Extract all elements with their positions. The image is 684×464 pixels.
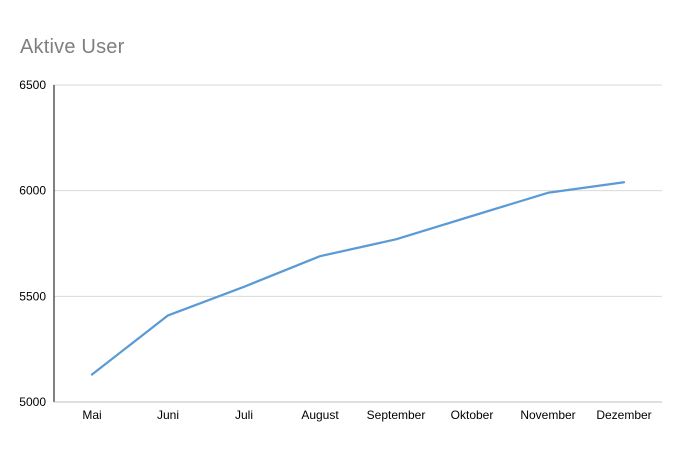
x-tick-label: November xyxy=(520,408,575,422)
y-tick-label: 6500 xyxy=(19,78,46,92)
x-tick-label: Juli xyxy=(235,408,253,422)
x-tick-label: September xyxy=(367,408,426,422)
x-tick-label: Dezember xyxy=(596,408,651,422)
x-tick-label: Mai xyxy=(82,408,101,422)
y-tick-label: 6000 xyxy=(19,184,46,198)
x-tick-label: Oktober xyxy=(451,408,494,422)
chart-title: Aktive User xyxy=(20,36,125,58)
y-tick-label: 5000 xyxy=(19,395,46,409)
series-line xyxy=(90,181,626,376)
x-tick-label: Juni xyxy=(157,408,179,422)
x-tick-label: August xyxy=(301,408,339,422)
y-tick-label: 5500 xyxy=(19,289,46,303)
